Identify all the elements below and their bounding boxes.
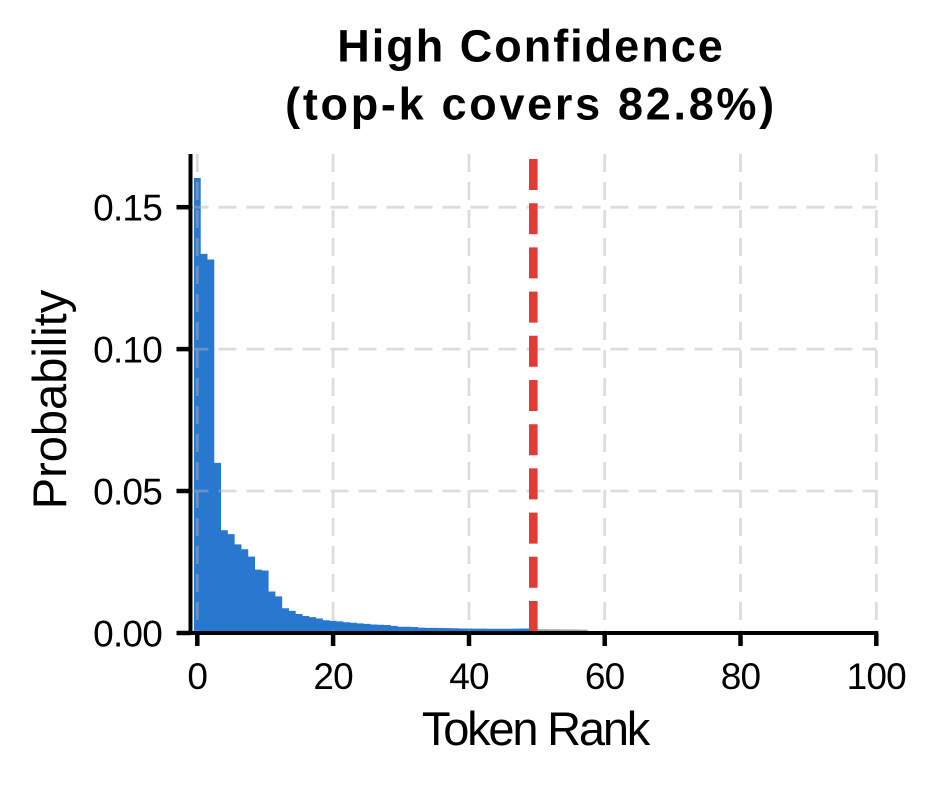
svg-text:80: 80 xyxy=(721,656,761,697)
svg-text:High Confidence: High Confidence xyxy=(337,21,725,72)
svg-text:0.15: 0.15 xyxy=(93,188,162,229)
svg-text:0.10: 0.10 xyxy=(93,330,162,371)
svg-text:0.05: 0.05 xyxy=(93,472,162,513)
svg-text:20: 20 xyxy=(313,656,353,697)
svg-text:60: 60 xyxy=(585,656,625,697)
svg-text:(top-k covers 82.8%): (top-k covers 82.8%) xyxy=(285,78,777,129)
svg-text:0.00: 0.00 xyxy=(93,614,162,655)
svg-text:Probability: Probability xyxy=(23,289,76,509)
svg-text:0: 0 xyxy=(187,656,207,697)
svg-text:100: 100 xyxy=(847,656,907,697)
svg-text:40: 40 xyxy=(449,656,489,697)
svg-text:Token Rank: Token Rank xyxy=(422,702,651,755)
